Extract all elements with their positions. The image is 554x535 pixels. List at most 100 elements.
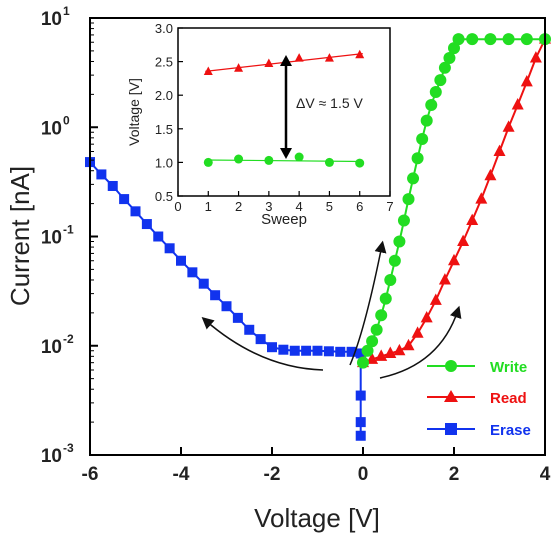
series-erase-point: [346, 346, 357, 357]
series-read-point: [366, 352, 379, 364]
series-erase-point: [221, 301, 232, 312]
series-read-point: [493, 144, 506, 156]
y-tick-label: 10: [41, 337, 62, 358]
x-tick-label: -2: [264, 464, 281, 485]
x-tick-label: 4: [540, 464, 551, 485]
y-tick-label: 10: [41, 446, 62, 467]
series-write-point: [425, 98, 438, 111]
series-write-point: [384, 273, 397, 286]
legend-label-erase: Erase: [490, 422, 531, 439]
series-erase-point: [187, 267, 198, 278]
main-plot-data: [85, 32, 551, 441]
y-tick-exponent: 0: [63, 113, 70, 127]
delta-v-annotation: ΔV ≈ 1.5 V: [296, 95, 364, 111]
series-write-point: [361, 344, 374, 357]
series-read-point: [466, 213, 479, 226]
series-read-point: [484, 168, 497, 181]
legend-item-write: Write: [427, 359, 527, 376]
series-erase-point: [141, 219, 152, 230]
series-read-point: [429, 293, 442, 305]
series-erase-point: [164, 243, 175, 254]
inset-write-threshold-point: [264, 155, 274, 165]
legend-label-read: Read: [490, 390, 527, 407]
series-read-point: [375, 349, 388, 361]
x-axis-title: Voltage [V]: [254, 503, 380, 533]
series-read-point: [438, 273, 451, 285]
series-read-point: [448, 253, 460, 266]
write-direction-arrow: [349, 240, 387, 366]
inset-read-threshold-point: [203, 66, 213, 76]
inset-x-tick-label: 0: [174, 199, 181, 214]
inset-x-tick-label: 3: [265, 199, 272, 214]
inset-write-threshold-fit: [205, 159, 363, 163]
inset-y-tick-label: 0.5: [155, 189, 173, 204]
series-erase-point: [355, 348, 366, 359]
legend-label-write: Write: [490, 359, 527, 376]
legend-erase-marker: [445, 423, 457, 435]
inset-write-threshold-point: [324, 157, 334, 167]
series-write-point: [484, 33, 497, 46]
read-direction-arrow: [379, 305, 462, 379]
series-write-point: [443, 52, 456, 65]
inset-x-tick-label: 7: [386, 199, 393, 214]
legend-item-erase: Erase: [427, 422, 531, 439]
series-write-point: [402, 193, 415, 206]
series-erase-point: [355, 417, 366, 428]
series-read-point: [393, 343, 406, 356]
legend: Write Read Erase: [427, 359, 531, 439]
series-write-point: [375, 309, 388, 322]
inset-y-axis-title: Voltage [V]: [126, 78, 142, 146]
series-erase-point: [107, 180, 118, 191]
inset-x-tick-label: 6: [356, 199, 363, 214]
series-read-point: [457, 234, 470, 246]
inset-read-threshold-point: [294, 53, 304, 62]
series-write-point: [397, 214, 410, 227]
inset-write-threshold-point: [234, 154, 244, 164]
inset-write-threshold-point: [355, 158, 365, 168]
y-tick-exponent: 1: [63, 4, 70, 18]
delta-v-arrow-top: [280, 55, 292, 66]
legend-write-marker: [445, 360, 457, 372]
inset-axis-ticks: 0 1 2 3 4 5 6 7 0.5 1.0 1.5 2.0 2.5 3.0: [155, 21, 394, 214]
series-erase-point: [130, 206, 141, 217]
inset-y-tick-label: 1.0: [155, 155, 173, 170]
series-erase-point: [244, 324, 255, 335]
series-write-point: [434, 74, 447, 87]
series-erase-point: [355, 390, 366, 401]
inset-x-tick-label: 2: [235, 199, 242, 214]
series-write-point: [379, 292, 392, 305]
series-read-point: [511, 98, 524, 110]
x-tick-label: 2: [449, 464, 460, 485]
series-erase-line: [89, 161, 362, 436]
y-tick-label: 10: [41, 118, 62, 139]
y-tick-exponent: -3: [63, 441, 74, 455]
series-erase-point: [119, 194, 130, 205]
series-erase-point: [312, 345, 323, 356]
series-write-point: [357, 356, 369, 369]
series-erase-point: [210, 290, 221, 301]
series-read-point: [475, 192, 488, 204]
inset-background: [178, 28, 390, 196]
series-read-point: [402, 338, 415, 351]
series-write-point: [502, 33, 515, 46]
inset-chart: 0 1 2 3 4 5 6 7 0.5 1.0 1.5 2.0 2.5 3.0 ΔV ≈ 1.5 V Sw…: [126, 21, 394, 228]
inset-read-threshold-point: [264, 58, 274, 67]
series-erase-point: [301, 345, 312, 356]
inset-plot-data: [203, 49, 365, 168]
inset-x-axis-title: Sweep: [261, 211, 307, 228]
series-read-point: [502, 120, 515, 132]
series-erase-point: [153, 231, 164, 242]
series-write-point: [393, 235, 406, 248]
series-write-point: [448, 42, 460, 55]
series-erase-point: [355, 430, 366, 441]
series-write-point: [388, 254, 401, 267]
inset-x-tick-label: 4: [296, 199, 303, 214]
series-write-point: [438, 61, 451, 74]
legend-read-marker: [444, 390, 458, 402]
series-read-point: [420, 310, 433, 323]
inset-read-threshold-point: [234, 63, 244, 72]
series-write-point: [452, 33, 465, 46]
delta-v-arrow-bottom: [280, 148, 292, 159]
